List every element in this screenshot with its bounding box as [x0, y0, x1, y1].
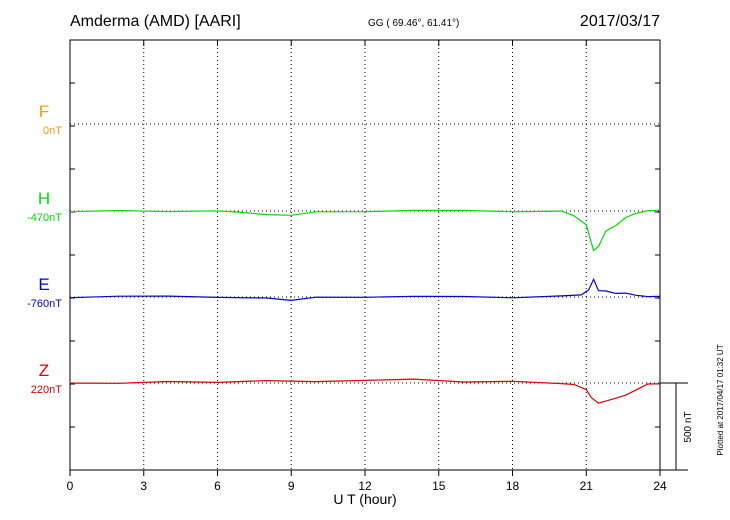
station-title: Amderma (AMD) [AARI]	[70, 13, 241, 30]
scale-bar-label: 500 nT	[683, 411, 694, 442]
scale-bar: 500 nT	[660, 382, 694, 471]
x-tick-label: 21	[580, 479, 594, 493]
series-line-H	[69, 209, 661, 252]
series-name-Z: Z	[39, 361, 49, 380]
x-axis-label: U T (hour)	[333, 491, 396, 507]
plotted-at-note: Plotted at 2017/04/17 01:32 UT	[716, 344, 725, 455]
x-tick-label: 3	[140, 479, 147, 493]
series-baseline-H: -470nT	[27, 212, 62, 224]
x-tick-label: 15	[432, 479, 446, 493]
coords-label: GG ( 69.46°, 61.41°)	[368, 18, 459, 29]
series-line-Z	[69, 378, 661, 404]
series-labels: F 0nT H -470nT E -760nT Z 220nT	[27, 102, 62, 396]
x-ticks: 0 3 6 9 12 15 18 21 24	[67, 40, 667, 493]
x-tick-label: 18	[506, 479, 520, 493]
series-baseline-E: -760nT	[27, 298, 62, 310]
series-name-H: H	[38, 189, 50, 208]
date-label: 2017/03/17	[580, 13, 660, 30]
series-lines	[69, 209, 661, 404]
series-name-F: F	[39, 102, 49, 121]
x-tick-label: 24	[653, 479, 667, 493]
series-name-E: E	[38, 275, 49, 294]
series-line-E	[69, 277, 661, 302]
x-tick-label: 12	[358, 479, 372, 493]
grid	[143, 40, 587, 470]
x-tick-label: 0	[67, 479, 74, 493]
series-baseline-Z: 220nT	[31, 384, 62, 396]
x-tick-label: 9	[288, 479, 295, 493]
x-tick-label: 6	[214, 479, 221, 493]
series-baseline-F: 0nT	[43, 125, 62, 137]
